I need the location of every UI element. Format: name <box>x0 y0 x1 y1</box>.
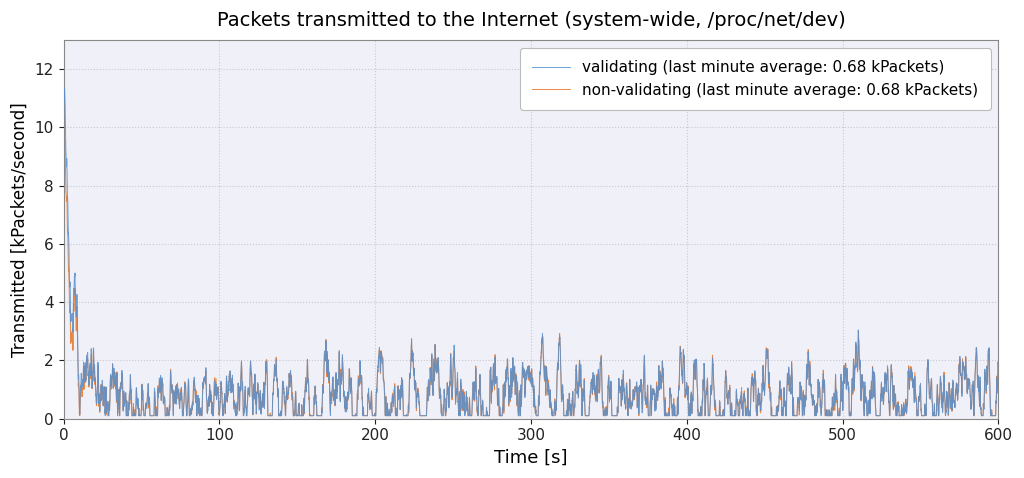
non-validating (last minute average: 0.68 kPackets): (595, 0.1): 0.68 kPackets): (595, 0.1) <box>985 413 997 419</box>
non-validating (last minute average: 0.68 kPackets): (269, 0.577): 0.68 kPackets): (269, 0.577) <box>476 399 488 405</box>
validating (last minute average: 0.68 kPackets): (28.5, 0.1): 0.68 kPackets): (28.5, 0.1) <box>102 413 115 419</box>
Y-axis label: Transmitted [kPackets/second]: Transmitted [kPackets/second] <box>11 102 29 357</box>
validating (last minute average: 0.68 kPackets): (600, 1.73): 0.68 kPackets): (600, 1.73) <box>992 365 1005 371</box>
non-validating (last minute average: 0.68 kPackets): (143, 0.633): 0.68 kPackets): (143, 0.633) <box>280 397 292 403</box>
non-validating (last minute average: 0.68 kPackets): (0, 8.94): 0.68 kPackets): (0, 8.94) <box>57 155 70 161</box>
validating (last minute average: 0.68 kPackets): (0.6, 11.3): 0.68 kPackets): (0.6, 11.3) <box>58 86 71 91</box>
validating (last minute average: 0.68 kPackets): (595, 0.1): 0.68 kPackets): (595, 0.1) <box>985 413 997 419</box>
non-validating (last minute average: 0.68 kPackets): (146, 1.26): 0.68 kPackets): (146, 1.26) <box>285 379 297 385</box>
validating (last minute average: 0.68 kPackets): (146, 1.44): 0.68 kPackets): (146, 1.44) <box>285 374 297 380</box>
validating (last minute average: 0.68 kPackets): (143, 0.555): 0.68 kPackets): (143, 0.555) <box>280 400 292 405</box>
validating (last minute average: 0.68 kPackets): (269, 0.508): 0.68 kPackets): (269, 0.508) <box>476 401 488 407</box>
validating (last minute average: 0.68 kPackets): (140, 0.1): 0.68 kPackets): (140, 0.1) <box>274 413 287 419</box>
non-validating (last minute average: 0.68 kPackets): (140, 0.123): 0.68 kPackets): (140, 0.123) <box>274 412 287 418</box>
validating (last minute average: 0.68 kPackets): (0, 10.8): 0.68 kPackets): (0, 10.8) <box>57 100 70 106</box>
non-validating (last minute average: 0.68 kPackets): (226, 0.422): 0.68 kPackets): (226, 0.422) <box>410 403 422 409</box>
Line: validating (last minute average: 0.68 kPackets): validating (last minute average: 0.68 kP… <box>63 88 998 416</box>
X-axis label: Time [s]: Time [s] <box>495 449 567 467</box>
validating (last minute average: 0.68 kPackets): (226, 0.358): 0.68 kPackets): (226, 0.358) <box>410 405 422 411</box>
non-validating (last minute average: 0.68 kPackets): (0.5, 9.71): 0.68 kPackets): (0.5, 9.71) <box>58 133 71 139</box>
non-validating (last minute average: 0.68 kPackets): (600, 1.82): 0.68 kPackets): (600, 1.82) <box>992 363 1005 369</box>
non-validating (last minute average: 0.68 kPackets): (10.2, 0.1): 0.68 kPackets): (10.2, 0.1) <box>74 413 86 419</box>
Title: Packets transmitted to the Internet (system-wide, /proc/net/dev): Packets transmitted to the Internet (sys… <box>217 11 846 30</box>
Line: non-validating (last minute average: 0.68 kPackets): non-validating (last minute average: 0.6… <box>63 136 998 416</box>
Legend: validating (last minute average: 0.68 kPackets), non-validating (last minute ave: validating (last minute average: 0.68 kP… <box>520 48 991 110</box>
